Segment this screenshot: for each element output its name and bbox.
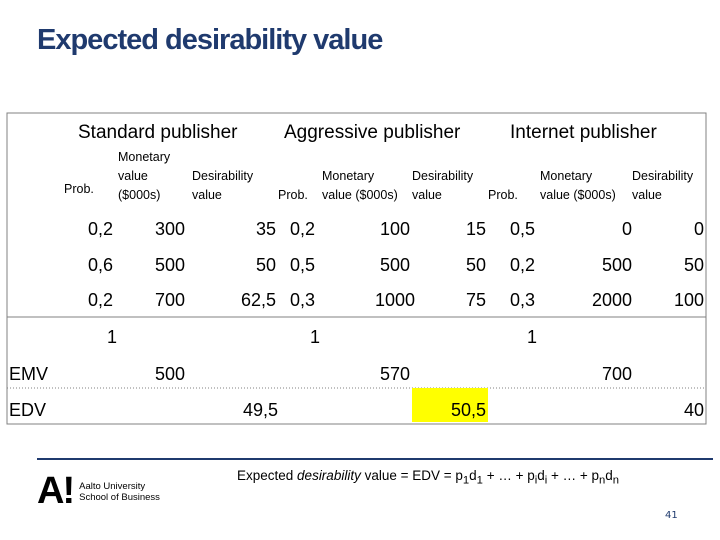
edv-internet: 40 — [683, 400, 704, 420]
header-aggressive-publisher: Aggressive publisher — [284, 122, 461, 143]
emv-aggressive: 570 — [379, 364, 411, 384]
table-cell: 500 — [601, 255, 632, 275]
header-internet-publisher: Internet publisher — [510, 122, 657, 143]
subheader-internet-monetary: Monetary value ($000s) — [540, 169, 616, 202]
logo-line-2: School of Business — [79, 491, 160, 503]
edv-highlight — [412, 388, 488, 422]
table-cell: 100 — [673, 290, 704, 310]
table-cell: 50 — [683, 255, 704, 275]
emv-standard: 500 — [155, 364, 186, 384]
table-cell: 500 — [155, 255, 186, 275]
footer-divider — [37, 458, 713, 460]
table-cell: 35 — [255, 219, 276, 239]
slide-title: Expected desirability value — [37, 24, 383, 56]
table-cell: 700 — [155, 290, 186, 310]
subheader-standard-prob: Prob. — [64, 182, 94, 196]
edv-standard: 49,5 — [242, 400, 278, 420]
table-cell: 0,2 — [88, 219, 114, 239]
total-prob-internet: 1 — [527, 327, 538, 347]
table-cell: 50 — [255, 255, 276, 275]
university-logo: A! Aalto University School of Business — [37, 470, 160, 513]
formula-footnote: Expected desirability value = EDV = p1d1… — [237, 468, 620, 487]
header-standard-publisher: Standard publisher — [78, 122, 238, 143]
table-cell: 1000 — [374, 290, 416, 310]
table-cell: 2000 — [591, 290, 632, 310]
subheader-aggressive-desirability: Desirability value — [412, 169, 474, 202]
edv-aggressive: 50,5 — [450, 400, 486, 420]
table-cell: 0 — [693, 219, 704, 239]
table-cell: 62,5 — [240, 290, 276, 310]
table-cell: 0,2 — [510, 255, 536, 275]
subheader-standard-desirability: Desirability value — [192, 169, 254, 202]
table-cell: 0,3 — [290, 290, 316, 310]
edv-label: EDV — [9, 400, 47, 420]
subheader-internet-prob: Prob. — [488, 188, 518, 202]
logo-line-1: Aalto University — [79, 480, 146, 492]
total-prob-aggressive: 1 — [310, 327, 321, 347]
table-cell: 0,3 — [510, 290, 536, 310]
total-prob-standard: 1 — [107, 327, 118, 347]
logo-mark: A! — [37, 470, 75, 512]
page-number: 41 — [665, 510, 678, 521]
table-cell: 0,2 — [88, 290, 114, 310]
subheader-aggressive-monetary: Monetary value ($000s) — [322, 169, 398, 202]
table-cell: 75 — [465, 290, 486, 310]
table-cell: 0,6 — [88, 255, 114, 275]
subheader-standard-monetary: Monetary value ($000s) — [118, 150, 171, 202]
table-cell: 15 — [465, 219, 486, 239]
table-cell: 500 — [379, 255, 411, 275]
table-cell: 100 — [379, 219, 411, 239]
table-cell: 0,5 — [510, 219, 536, 239]
table-cell: 0,5 — [290, 255, 316, 275]
emv-internet: 700 — [601, 364, 632, 384]
table-cell: 0,2 — [290, 219, 316, 239]
table-cell: 0 — [621, 219, 632, 239]
table-cell: 50 — [465, 255, 486, 275]
table-cell: 300 — [155, 219, 186, 239]
subheader-internet-desirability: Desirability value — [632, 169, 694, 202]
emv-label: EMV — [9, 364, 49, 384]
subheader-aggressive-prob: Prob. — [278, 188, 308, 202]
